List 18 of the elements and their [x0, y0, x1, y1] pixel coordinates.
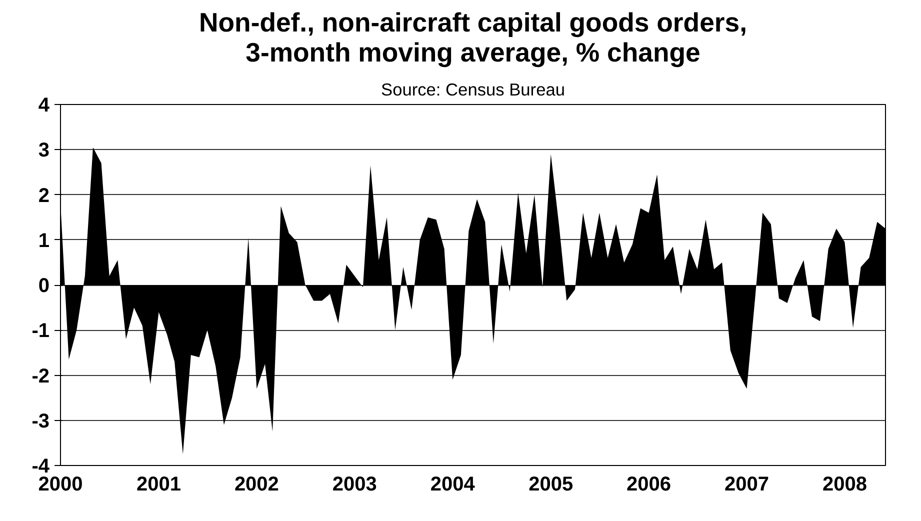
y-tick-label: 4	[38, 94, 50, 116]
chart-title: Non-def., non-aircraft capital goods orders, 3-month moving average, % change	[199, 8, 748, 68]
y-tick-label: 1	[38, 230, 50, 252]
chart-subtitle: Source: Census Bureau	[381, 80, 565, 100]
x-tick-label: 2005	[528, 474, 574, 496]
y-tick-label: -3	[32, 410, 50, 432]
y-tick-label: -2	[32, 365, 50, 388]
x-tick-label: 2002	[234, 474, 279, 496]
y-tick-label: 0	[38, 275, 50, 297]
x-tick-label: 2004	[430, 474, 476, 496]
x-tick-label: 2007	[724, 474, 769, 496]
y-tick-label: 2	[38, 184, 50, 207]
y-tick-label: 3	[38, 140, 50, 162]
x-tick-label: 2001	[136, 474, 181, 496]
x-tick-label: 2008	[822, 474, 867, 496]
y-tick-label: -1	[32, 320, 50, 342]
x-tick-label: 2006	[626, 474, 672, 496]
x-tick-label: 2003	[332, 474, 377, 496]
